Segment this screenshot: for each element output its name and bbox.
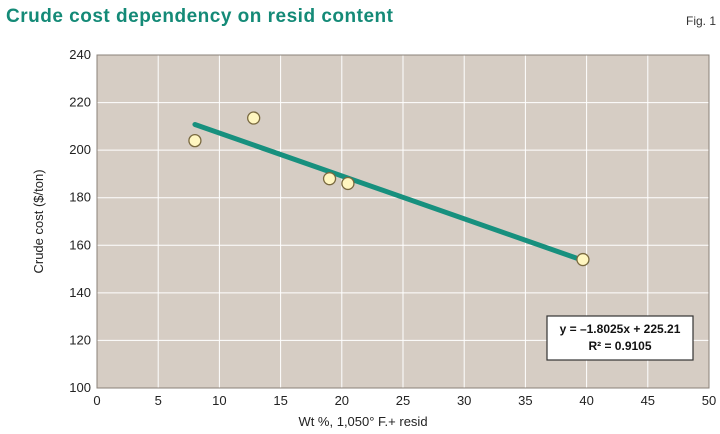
trendline-equation: y = –1.8025x + 225.21 xyxy=(560,322,681,336)
x-tick-labels: 0 5 10 15 20 25 30 35 40 45 50 xyxy=(93,393,716,408)
y-tick-labels: 100 120 140 160 180 200 220 240 xyxy=(69,47,91,395)
equation-box-frame xyxy=(546,315,694,361)
y-tick-label: 120 xyxy=(69,332,91,347)
x-tick-label: 0 xyxy=(93,393,100,408)
y-tick-label: 100 xyxy=(69,380,91,395)
y-tick-label: 180 xyxy=(69,190,91,205)
x-tick-label: 5 xyxy=(155,393,162,408)
y-tick-label: 160 xyxy=(69,237,91,252)
x-tick-label: 15 xyxy=(273,393,287,408)
x-tick-label: 35 xyxy=(518,393,532,408)
x-tick-label: 30 xyxy=(457,393,471,408)
data-point xyxy=(247,111,261,125)
y-axis-label: Crude cost ($/ton) xyxy=(31,169,46,273)
x-tick-label: 25 xyxy=(396,393,410,408)
x-tick-label: 40 xyxy=(579,393,593,408)
x-tick-label: 50 xyxy=(702,393,716,408)
chart-title: Crude cost dependency on resid content xyxy=(6,6,394,27)
data-point xyxy=(341,176,355,191)
data-points xyxy=(188,111,590,267)
x-axis-label: Wt %, 1,050° F.+ resid xyxy=(298,414,427,429)
data-point xyxy=(188,133,202,148)
x-tick-label: 10 xyxy=(212,393,226,408)
r-squared-label: R² = 0.9105 xyxy=(588,339,651,353)
y-tick-label: 220 xyxy=(69,95,91,110)
equation-box: y = –1.8025x + 225.21 R² = 0.9105 xyxy=(546,315,694,361)
data-point xyxy=(322,172,337,186)
y-tick-label: 200 xyxy=(69,142,91,157)
x-tick-label: 20 xyxy=(335,393,349,408)
x-tick-label: 45 xyxy=(641,393,655,408)
plot-frame xyxy=(96,54,710,389)
figure-label: Fig. 1 xyxy=(685,14,716,28)
data-point xyxy=(576,252,590,267)
y-tick-label: 140 xyxy=(69,285,91,300)
y-tick-label: 240 xyxy=(69,47,91,62)
trendline xyxy=(192,121,590,265)
